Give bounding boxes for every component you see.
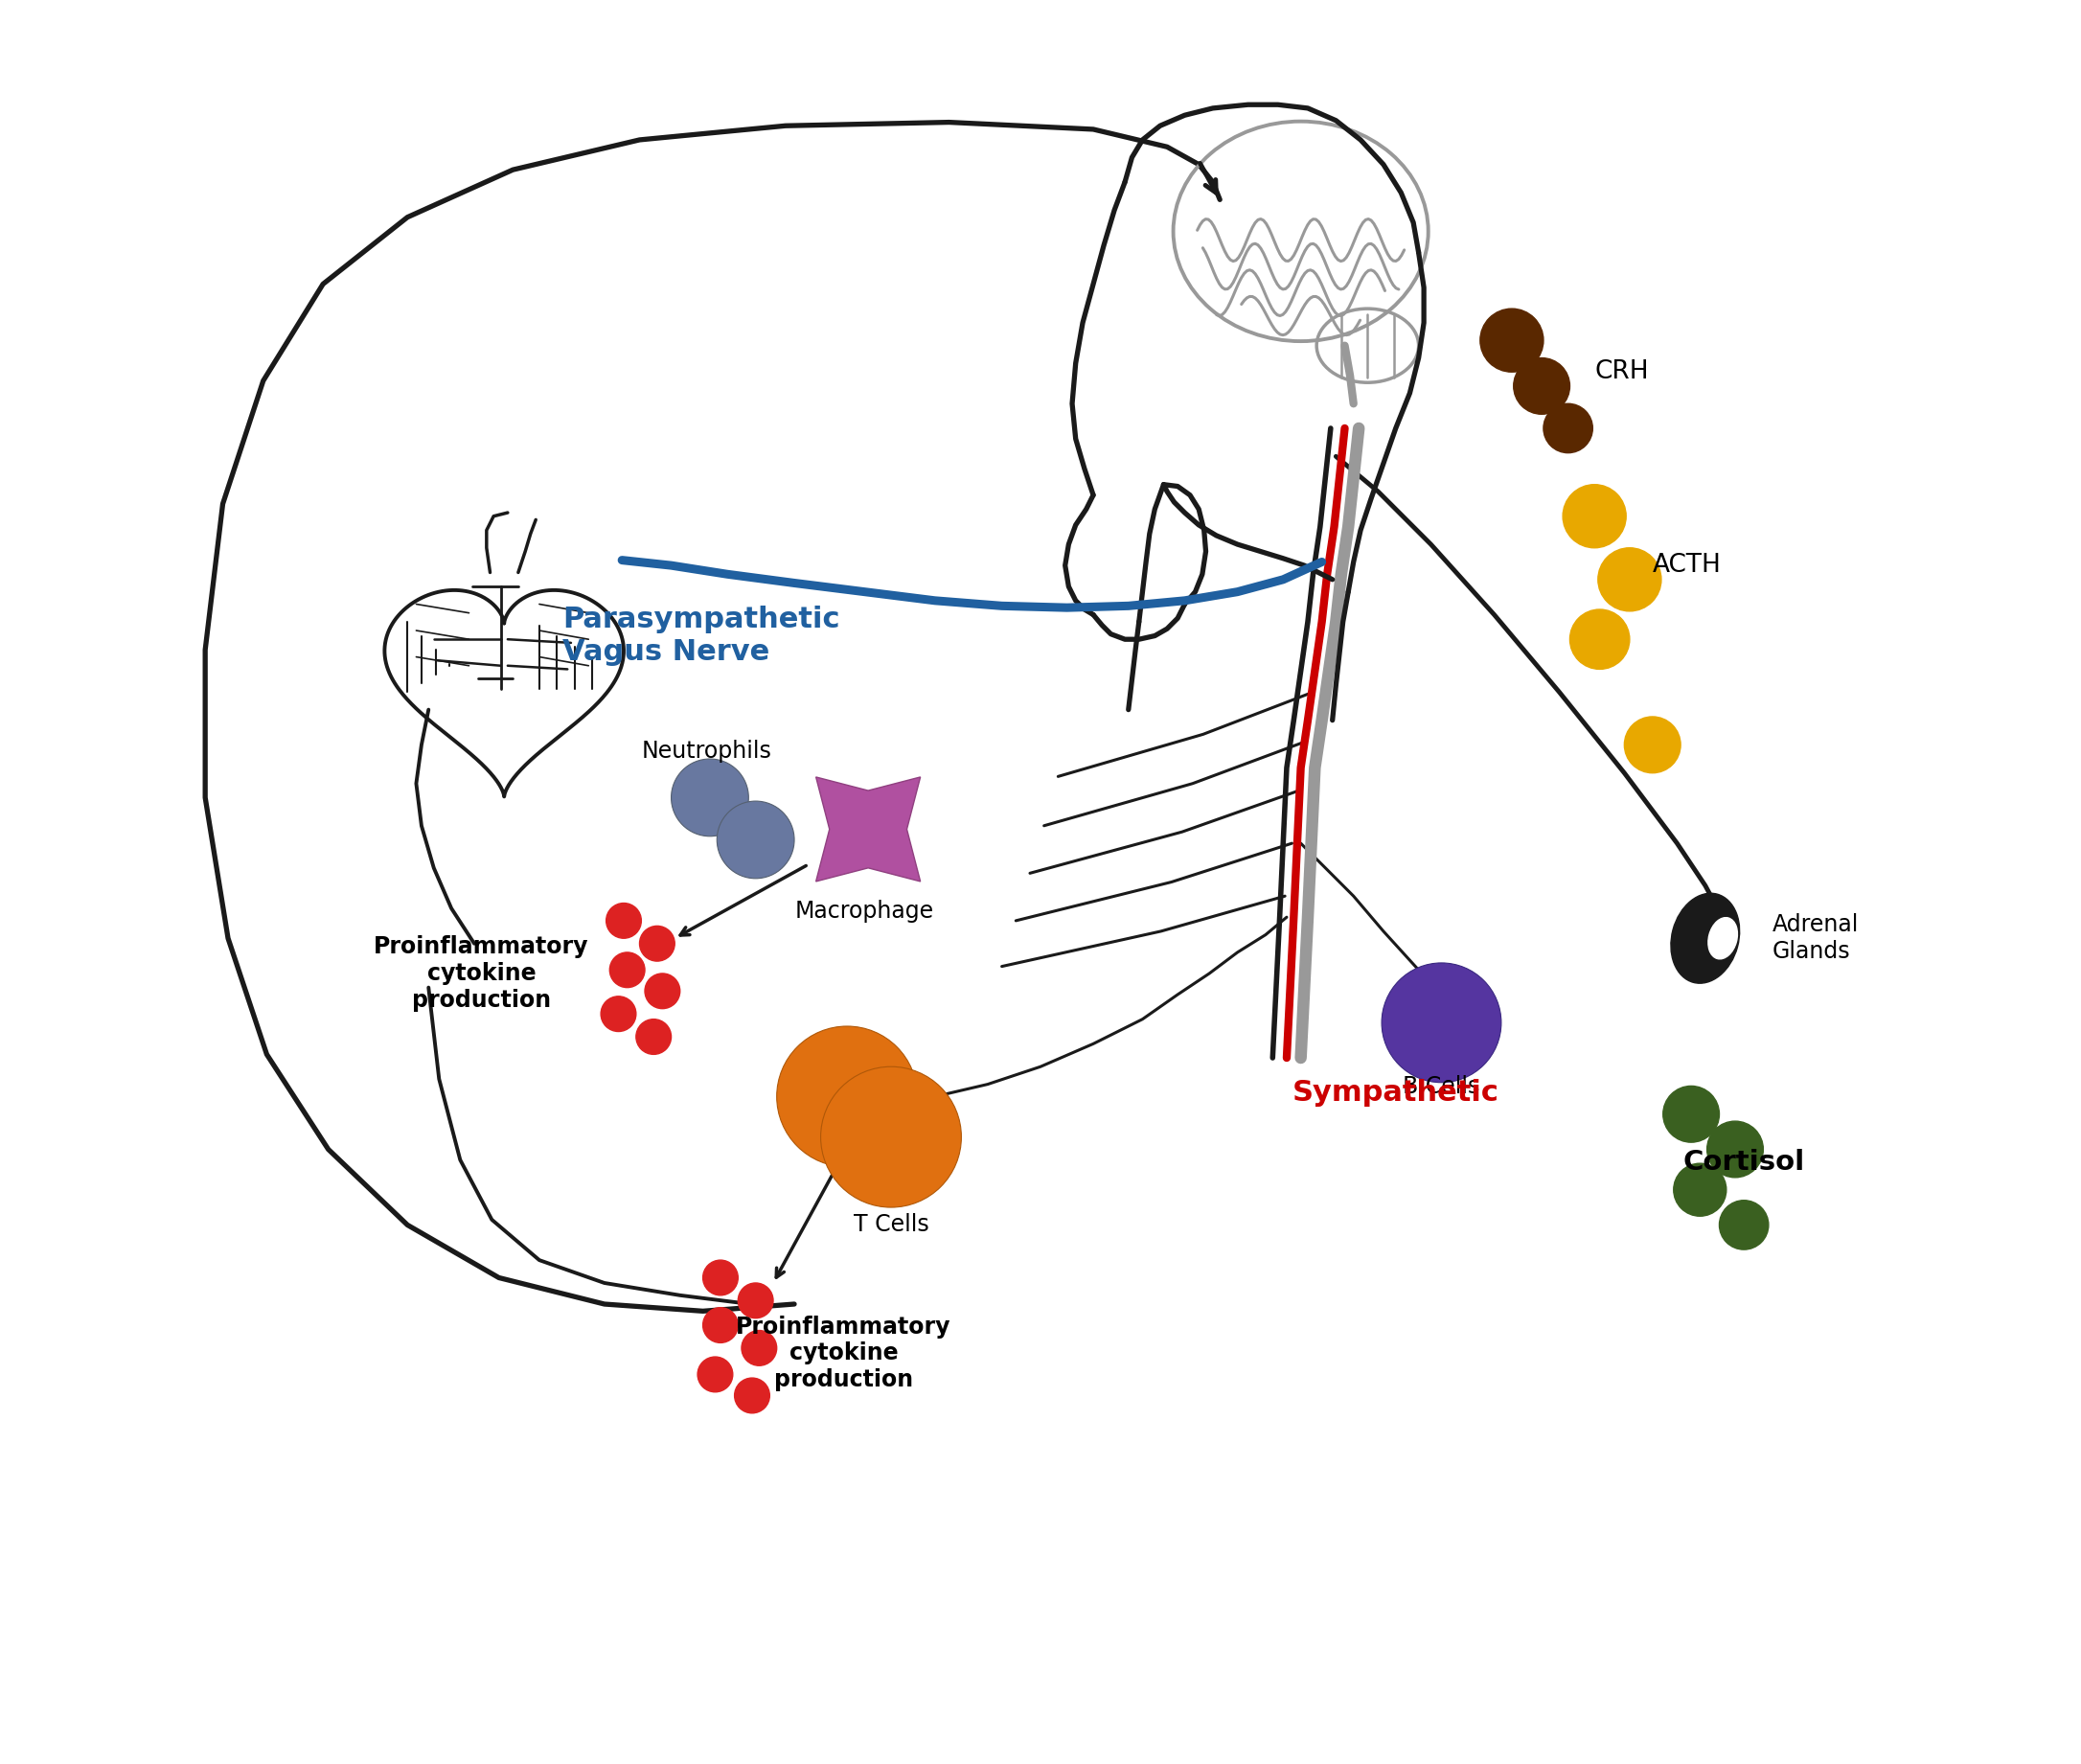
Circle shape: [637, 1020, 672, 1055]
Circle shape: [735, 1378, 770, 1413]
Circle shape: [718, 801, 795, 878]
Circle shape: [1598, 549, 1661, 610]
Text: Macrophage: Macrophage: [795, 900, 934, 923]
Circle shape: [741, 1330, 776, 1365]
Circle shape: [601, 997, 637, 1032]
Circle shape: [1663, 1087, 1719, 1143]
Text: B Cells: B Cells: [1403, 1076, 1480, 1099]
Text: Proinflammatory
cytokine
production: Proinflammatory cytokine production: [737, 1316, 951, 1392]
Circle shape: [697, 1357, 733, 1392]
Circle shape: [1569, 609, 1629, 669]
Circle shape: [639, 926, 674, 961]
Text: Neutrophils: Neutrophils: [641, 739, 772, 762]
Circle shape: [1544, 404, 1592, 453]
Circle shape: [820, 1067, 961, 1207]
Polygon shape: [816, 776, 920, 882]
Text: Adrenal
Glands: Adrenal Glands: [1773, 914, 1858, 963]
Ellipse shape: [1671, 893, 1740, 983]
Circle shape: [776, 1027, 918, 1168]
Text: CRH: CRH: [1594, 360, 1648, 385]
Ellipse shape: [1709, 917, 1738, 960]
Text: Cortisol: Cortisol: [1684, 1150, 1804, 1177]
Text: Proinflammatory
cytokine
production: Proinflammatory cytokine production: [375, 935, 589, 1011]
Circle shape: [1706, 1122, 1763, 1177]
Circle shape: [703, 1307, 739, 1342]
Circle shape: [672, 759, 749, 836]
Circle shape: [1719, 1200, 1769, 1249]
Text: Parasympathetic
Vagus Nerve: Parasympathetic Vagus Nerve: [562, 605, 839, 665]
Circle shape: [1625, 716, 1681, 773]
Circle shape: [1673, 1164, 1727, 1215]
Circle shape: [739, 1282, 774, 1318]
Circle shape: [606, 903, 641, 938]
Circle shape: [1480, 309, 1544, 372]
Circle shape: [645, 974, 680, 1009]
Text: ACTH: ACTH: [1652, 552, 1721, 579]
Circle shape: [1513, 358, 1569, 415]
Circle shape: [610, 953, 645, 988]
Circle shape: [1563, 485, 1625, 549]
Text: Sympathetic: Sympathetic: [1292, 1080, 1498, 1106]
Text: T Cells: T Cells: [853, 1212, 928, 1235]
Circle shape: [703, 1259, 739, 1295]
Circle shape: [1382, 963, 1500, 1083]
